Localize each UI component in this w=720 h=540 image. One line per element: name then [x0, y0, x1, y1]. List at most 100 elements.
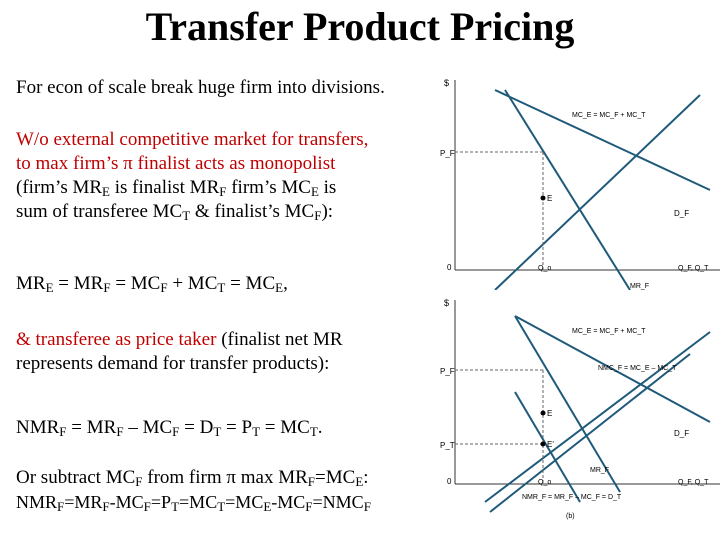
graph-b-mce-curve — [484, 331, 711, 503]
text-3g: is — [318, 177, 337, 198]
eq2-a: NMR — [16, 417, 60, 438]
text-4c: & finalist’s MC — [190, 201, 315, 222]
sub-3f: E — [310, 184, 319, 199]
graph-b-nmrf-curve — [514, 391, 581, 503]
p5-g: =P — [150, 492, 172, 512]
p5-c: =MR — [64, 492, 103, 512]
graph-b-zero-label: 0 — [447, 477, 452, 486]
red-text-2a: to max firm’s — [16, 153, 124, 174]
graph-b-e-label: E — [547, 409, 552, 418]
sub-4d: F — [314, 208, 322, 223]
p4-a: Or subtract MC — [16, 467, 136, 488]
sub-3d: F — [219, 184, 227, 199]
eq1-e: = MC — [110, 273, 161, 294]
line-4: sum of transferee MCT & finalist’s MCF): — [16, 200, 436, 224]
paragraph-price-taker: & transferee as price taker (finalist ne… — [16, 328, 436, 376]
graph-b-df-label: D_F — [674, 429, 689, 438]
p4-b: F — [135, 474, 143, 489]
p5-a: NMR — [16, 492, 58, 512]
line-3: (firm’s MRE is finalist MRF firm’s MCE i… — [16, 176, 436, 200]
eq1-c: = MR — [53, 273, 104, 294]
graph-a-y-label: $ — [444, 78, 449, 88]
eq1-f: F — [160, 280, 168, 295]
graph-b-nmr-label: NMR_F = MR_F – MC_F = D_T — [522, 494, 622, 501]
p5-b: F — [57, 499, 65, 514]
p5-n: F — [305, 499, 313, 514]
graph-a-e-label: E — [547, 194, 552, 203]
sub-line-2: NMRF=MRF-MCF=PT=MCT=MCE-MCF=NMCF — [16, 490, 436, 514]
pt-red: & transferee as price taker — [16, 329, 217, 350]
eq1-g: + MC — [167, 273, 218, 294]
eq1-h: T — [217, 280, 226, 295]
sub-4b: T — [182, 208, 191, 223]
sub-3b: E — [102, 184, 110, 199]
text-4e: ): — [321, 201, 334, 222]
p5-i: =MC — [179, 492, 218, 512]
graph-b-panel-label: (b) — [566, 513, 575, 520]
equation-2: NMRF = MRF – MCF = DT = PT = MCT. — [16, 416, 436, 440]
p5-m: -MC — [271, 492, 306, 512]
eq2-m: . — [317, 417, 323, 438]
graph-b-pt-label: P_T — [440, 441, 455, 450]
p5-k: =MC — [225, 492, 264, 512]
graph-b-e-point — [540, 410, 546, 416]
graph-a-e-point — [540, 195, 546, 201]
graph-b-df-curve — [514, 315, 711, 423]
pt-line-2: represents demand for transfer products)… — [16, 353, 330, 374]
slide-title: Transfer Product Pricing — [145, 4, 575, 49]
intro-text: For econ of scale break huge firm into d… — [16, 77, 385, 98]
p5-d: F — [102, 499, 110, 514]
graph-b-y-label: $ — [444, 298, 449, 308]
eq2-k: = MC — [260, 417, 310, 438]
equation-1: MRE = MRF = MCF + MCT = MCE, — [16, 272, 436, 296]
paragraph-monopolist: W/o external competitive market for tran… — [16, 128, 436, 224]
p4-h: : — [363, 467, 369, 488]
sub-line-1: Or subtract MCF from firm π max MRF=MCE: — [16, 466, 436, 490]
graph-b-eprime-point — [540, 441, 546, 447]
pt-line-1: & transferee as price taker (finalist ne… — [16, 328, 436, 352]
graph-b-nmcf-curve — [489, 353, 691, 513]
graph-a-qo-label: Q_o — [538, 265, 551, 272]
graph-a-mrf-label: MR_F — [630, 283, 649, 290]
eq2-f: F — [172, 424, 180, 439]
p5-p: F — [363, 499, 371, 514]
eq1-a: MR — [16, 273, 46, 294]
eq2-e: – MC — [123, 417, 173, 438]
graph-b-q-label: Q_F, Q_T — [678, 479, 709, 486]
graph-a-mrf-curve — [504, 89, 631, 290]
eq2-l: T — [309, 424, 318, 439]
graph-a-mce-label: MC_E = MC_F + MC_T — [572, 112, 646, 119]
graph-a-df-curve — [494, 89, 711, 191]
graph-a-df-label: D_F — [674, 209, 689, 218]
eq2-b: F — [59, 424, 67, 439]
text-3e: firm’s MC — [226, 177, 311, 198]
pt-rest: (finalist net MR — [216, 329, 343, 350]
red-text-2b: finalist acts as monopolist — [132, 153, 336, 174]
eq1-d: F — [103, 280, 111, 295]
graph-b-mrf-curve — [514, 315, 621, 493]
eq1-i: = MC — [225, 273, 276, 294]
p5-e: -MC — [109, 492, 144, 512]
graph-b-mrf-label: MR_F — [590, 467, 609, 474]
p4-c: from firm — [142, 467, 227, 488]
p4-g: E — [355, 474, 364, 489]
eq1-b: E — [45, 280, 54, 295]
text-3a: (firm’s MR — [16, 177, 103, 198]
graph-a-q-label: Q_F, Q_T — [678, 265, 709, 272]
pi-symbol: π — [123, 153, 133, 174]
eq2-c: = MR — [66, 417, 117, 438]
paragraph-intro: For econ of scale break huge firm into d… — [16, 76, 436, 100]
line-2: to max firm’s π finalist acts as monopol… — [16, 152, 436, 176]
graph-b-nmcf-label: NMC_F = MC_E – MC_T — [598, 365, 677, 372]
graph-a: $ P_F E MC_E = MC_F + MC_T D_F 0 Q_o Q_F… — [440, 78, 720, 290]
p4-d: max MR — [236, 467, 308, 488]
red-line-1: W/o external competitive market for tran… — [16, 129, 369, 150]
eq2-h: T — [213, 424, 222, 439]
p5-j: T — [217, 499, 226, 514]
graph-a-pf-label: P_F — [440, 149, 455, 158]
eq2-i: = P — [221, 417, 253, 438]
p5-f: F — [143, 499, 151, 514]
p4-e: F — [307, 474, 316, 489]
p4-pi: π — [226, 467, 236, 488]
p5-o: =NMC — [312, 492, 364, 512]
